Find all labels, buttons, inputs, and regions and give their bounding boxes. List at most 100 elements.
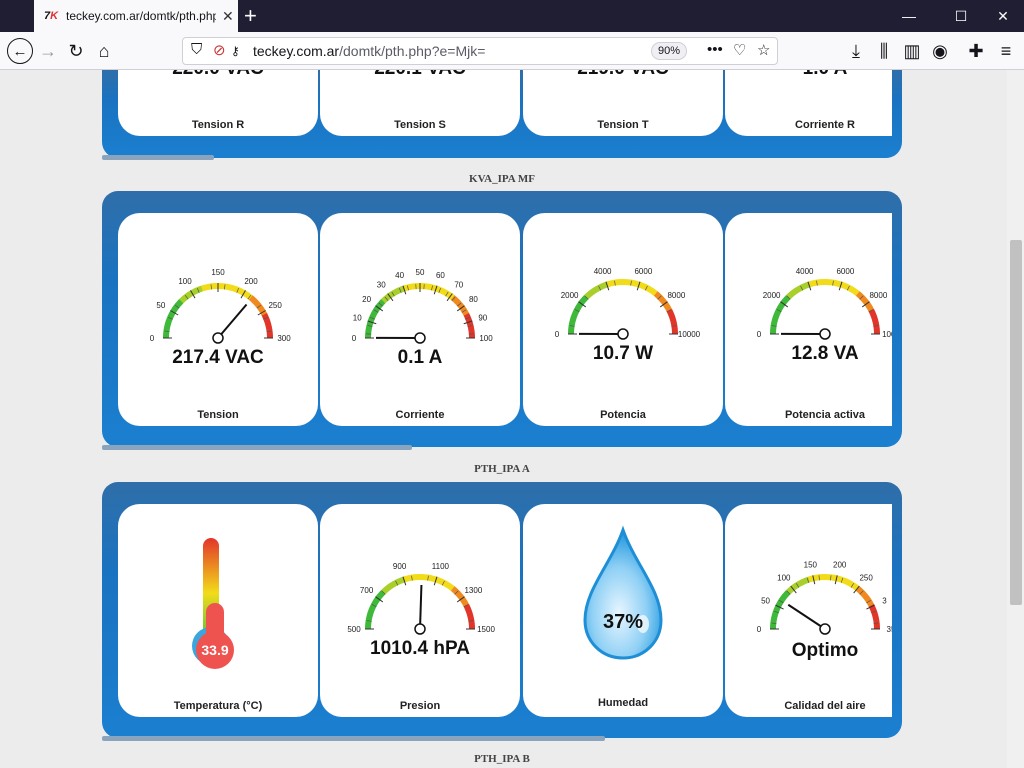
gauge-minor-tick [467,325,473,327]
extensions-icon[interactable]: ✚ [968,40,984,61]
gauge-arc-segment [795,286,801,293]
gauge-tick-label: 500 [347,625,361,634]
gauge-arc-segment [872,614,879,620]
scrollbar-thumb[interactable] [1010,240,1022,605]
gauge-value: 217.4 VAC [172,347,264,368]
url-bar[interactable]: ⛉ ⊘ ⚷ teckey.com.ar/domtk/pth.php?e=Mjk=… [182,37,778,65]
reload-button[interactable]: ↻ [68,40,84,61]
forward-button[interactable]: → [39,40,57,61]
shield-icon[interactable]: ⛉ [191,41,203,58]
url-text[interactable]: teckey.com.ar/domtk/pth.php?e=Mjk= [253,43,485,59]
menu-icon[interactable]: ≡ [1000,40,1012,61]
gauge-arc-segment [465,609,473,615]
new-tab-button[interactable]: + [244,3,257,28]
key-icon[interactable]: ⚷ [231,44,240,58]
section-title-pth-a: PTH_IPA A [474,463,530,475]
gauge-minor-tick [431,285,433,291]
gauge-arc-segment [668,314,676,320]
gauge-arc-segment [569,316,577,322]
gauge-tick [866,604,875,610]
card-value: 220.1 VAC [320,70,520,80]
page-scrollbar[interactable] [1007,70,1024,768]
card-label: Corriente R [795,119,855,131]
gauge-arc-segment [790,289,797,296]
more-actions-icon[interactable]: ••• [707,41,723,58]
pocket-icon[interactable]: ♡ [733,42,747,59]
gauge-arc-segment [257,305,265,312]
gauge-tick [402,576,407,586]
gauge-arc-segment [206,283,211,291]
gauge-arc-segment [405,575,411,582]
gauge-minor-tick [461,309,467,313]
back-button[interactable]: ← [6,37,34,65]
temperature-value: 33.9 [201,642,228,658]
site-logo-icon: 7K [44,10,59,22]
gauge-arc-segment [771,316,779,322]
panel-top-scrollbar[interactable] [102,155,214,160]
gauge-tick-label: 70 [454,281,463,290]
gauge-arc-segment [868,309,876,315]
gauge-minor-tick [569,325,575,327]
gauge-tick [433,285,438,295]
gauge-arc-segment [392,288,399,296]
gauge-tick-label: 2000 [561,291,579,300]
gauge-needle-hub [414,332,426,344]
downloads-icon[interactable]: ⤓ [852,40,860,61]
gauge-tick [812,575,816,585]
gauge-arc-segment [598,283,604,291]
gauge-tick-label: 250 [268,301,282,310]
gauge-tick-label: 35 [887,625,892,634]
gauge-arc-segment [788,586,795,593]
gauge-tick-label: 300 [277,334,291,343]
minimize-button[interactable]: — [902,8,916,24]
gauge-arc-segment [832,574,837,582]
maximize-button[interactable]: ☐ [954,7,968,24]
close-window-button[interactable]: ✕ [997,7,1009,24]
gauge-tick-label: 50 [416,268,425,277]
gauge-arc-segment [167,312,175,319]
gauge-value: 12.8 VA [791,343,859,364]
gauge-needle-hub [617,328,629,340]
browser-tab[interactable]: 7K teckey.com.ar/domtk/pth.php?e= ✕ [34,0,238,32]
gauge-tick-label: 4000 [594,267,612,276]
panel-pth-a-scrollbar[interactable] [102,736,605,741]
gauge-minor-tick [598,285,602,291]
gauge-tick-label: 40 [395,271,404,280]
pressure-gauge: 500 700 900 1100 1300 1500 [347,562,495,635]
gauge-arc-segment [181,295,188,302]
gauge-minor-tick [666,309,672,313]
account-icon[interactable]: ◉ [932,40,948,61]
library-icon[interactable]: ⫼ [879,40,889,61]
gauge-tick-label: 200 [244,277,258,286]
gauge-arc-segment [367,608,375,614]
insecure-lock-icon[interactable]: ⊘ [213,42,226,59]
gauge-minor-tick [247,294,252,300]
gauge-tick [605,281,610,291]
panel-kva-scrollbar[interactable] [102,445,412,450]
sidebar-icon[interactable]: ▥ [903,40,921,61]
bookmark-star-icon[interactable]: ☆ [757,42,771,59]
gauge-tick-label: 200 [833,561,847,570]
zoom-level[interactable]: 90% [651,42,688,60]
gauge-card-potencia-activa: 0 2000 4000 6000 8000 1000 12.8 VA Potencia a… [725,213,892,426]
gauge-tick-label: 900 [393,562,407,571]
gauge-needle-hub [819,328,831,340]
card-label: Tension S [394,119,446,131]
gauge-arc-segment [252,299,260,306]
gauge-minor-tick [224,284,226,290]
gauge-tick-label: 0 [757,330,762,339]
air-quality-gauge: 0 50 100 150 200 250 3 35 [757,561,892,635]
gauge-arc-segment [786,292,793,300]
gauge-minor-tick [427,575,429,581]
home-button[interactable]: ⌂ [98,40,110,61]
gauge-minor-tick [371,604,377,608]
gauge-minor-tick [381,590,386,595]
gauge-arc-segment [379,298,386,306]
close-tab-icon[interactable]: ✕ [222,7,234,24]
gauge-arc-segment [568,322,576,327]
card-tension-s: 220.1 VAC Tension S [320,70,520,136]
gauge-minor-tick [671,325,677,327]
gauge-arc-segment [254,301,261,308]
gauge-arc-segment [395,287,401,295]
gauge-tick [456,596,465,603]
